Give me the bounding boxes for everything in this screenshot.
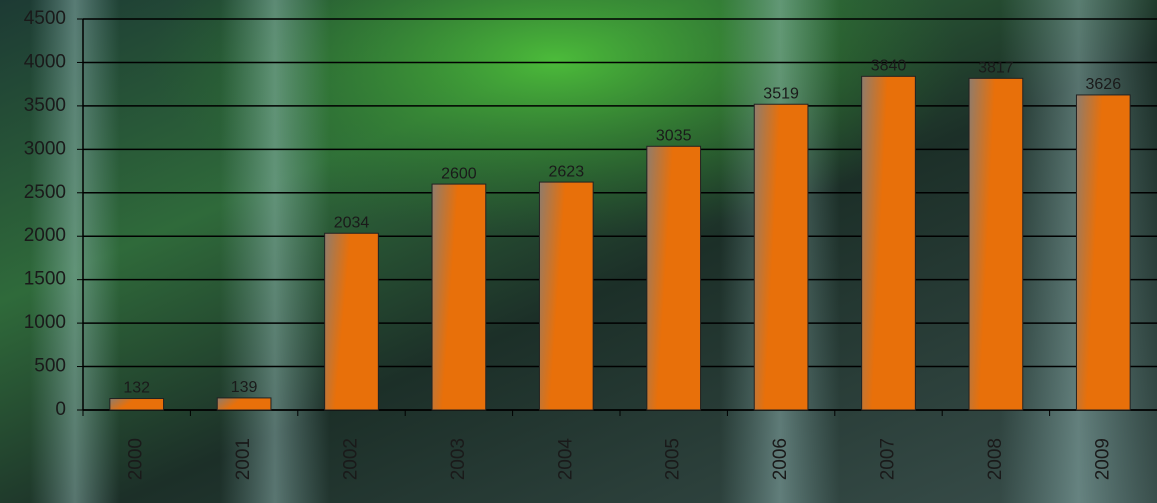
value-label: 2600 (441, 165, 477, 182)
y-tick-label: 2000 (24, 225, 66, 246)
y-tick-label: 1000 (24, 312, 66, 333)
bar (646, 145, 702, 411)
bar (324, 232, 379, 411)
bar (431, 183, 487, 411)
value-label: 3035 (656, 128, 692, 145)
bar (968, 77, 1024, 411)
x-tick-label: 2004 (555, 438, 576, 481)
value-label: 3626 (1086, 76, 1122, 93)
x-tick-label: 2002 (341, 438, 362, 480)
x-tick-label: 2008 (985, 438, 1006, 480)
x-tick-label: 2005 (663, 438, 684, 480)
background-waterfall (220, 0, 330, 503)
y-tick-label: 500 (34, 356, 66, 377)
bar (1075, 94, 1131, 411)
y-tick-label: 0 (55, 399, 66, 420)
x-tick-label: 2009 (1092, 438, 1113, 480)
y-tick-label: 4000 (24, 51, 66, 72)
value-label: 2623 (549, 163, 585, 180)
value-label: 3840 (871, 58, 907, 75)
bar (538, 181, 594, 411)
y-tick-label: 3500 (24, 95, 66, 116)
y-tick-label: 4500 (24, 8, 66, 29)
bar (861, 75, 916, 411)
y-tick-label: 3000 (24, 138, 66, 159)
value-label: 3817 (978, 60, 1014, 77)
x-tick-label: 2007 (878, 438, 899, 480)
bar (109, 398, 165, 411)
y-tick-label: 2500 (24, 182, 66, 203)
value-label: 2034 (334, 214, 370, 231)
value-label: 132 (123, 380, 150, 397)
background-waterfall (30, 0, 120, 503)
x-tick-label: 2006 (770, 438, 791, 480)
value-label: 3519 (763, 85, 799, 102)
y-tick-label: 1500 (24, 269, 66, 290)
x-tick-label: 2001 (233, 438, 254, 480)
bar (753, 103, 809, 411)
value-label: 139 (231, 379, 258, 396)
x-tick-label: 2000 (126, 438, 147, 480)
bar (216, 397, 272, 411)
x-tick-label: 2003 (448, 438, 469, 480)
